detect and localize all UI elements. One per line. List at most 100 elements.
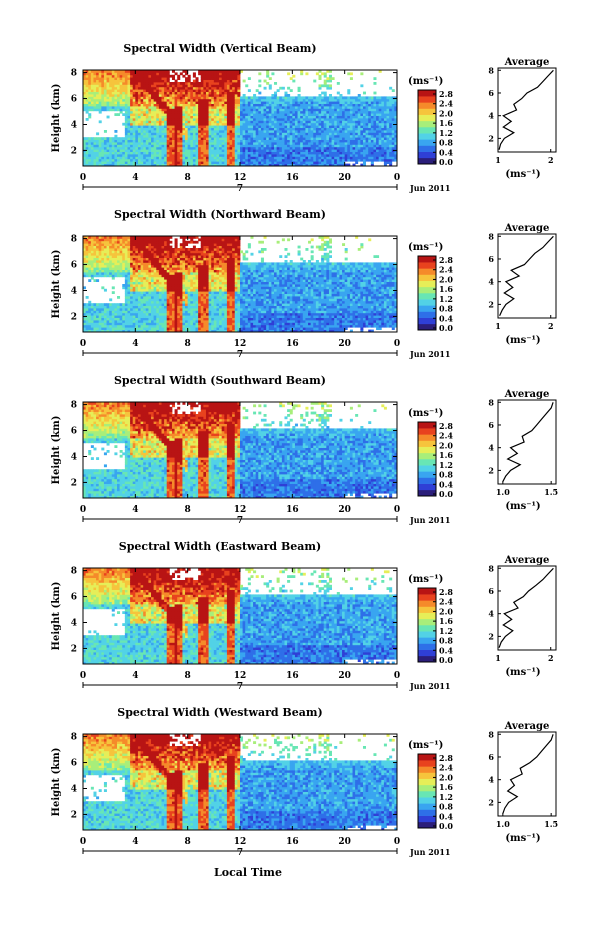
heatmap-cell	[190, 146, 194, 150]
heatmap-cell	[98, 248, 102, 251]
heatmap-cell	[161, 98, 165, 102]
heatmap-cell	[240, 139, 244, 143]
heatmap-cell	[276, 118, 280, 121]
colorbar-swatch	[418, 90, 436, 97]
heatmap-cell	[143, 115, 147, 119]
heatmap-cell	[96, 329, 100, 333]
heatmap-cell	[140, 305, 144, 309]
heatmap-cell	[226, 130, 230, 133]
heatmap-cell	[88, 151, 92, 155]
heatmap-cell	[114, 96, 118, 100]
heatmap-cell	[169, 106, 173, 109]
heatmap-cell	[103, 324, 107, 328]
heatmap-cell	[260, 120, 264, 124]
heatmap-cell	[245, 163, 249, 167]
heatmap-cell	[182, 106, 186, 109]
heatmap-cell	[114, 82, 118, 85]
heatmap-cell	[96, 255, 100, 258]
heatmap-cell	[323, 98, 327, 102]
heatmap-cell	[321, 154, 325, 157]
heatmap-cell	[153, 101, 157, 104]
heatmap-cell	[263, 158, 267, 162]
heatmap-cell	[117, 94, 121, 97]
heatmap-cell	[164, 113, 168, 116]
heatmap-cell	[284, 108, 288, 112]
heatmap-cell	[106, 255, 110, 258]
heatmap-cell	[140, 163, 144, 167]
heatmap-cell	[198, 158, 202, 162]
heatmap-cell	[130, 288, 134, 292]
heatmap-cell	[240, 108, 244, 112]
heatmap-cell	[90, 243, 94, 246]
heatmap-cell	[109, 274, 113, 278]
heatmap-cell	[169, 137, 173, 140]
heatmap-cell	[336, 115, 340, 119]
heatmap-cell	[83, 324, 87, 328]
heatmap-cell	[378, 156, 382, 160]
heatmap-cell	[352, 134, 356, 138]
heatmap-cell	[88, 274, 92, 278]
heatmap-cell	[135, 312, 139, 316]
heatmap-cell	[83, 82, 87, 85]
heatmap-cell	[224, 101, 228, 104]
heatmap-cell	[344, 130, 348, 133]
heatmap-cell	[281, 120, 285, 124]
heatmap-cell	[109, 248, 113, 251]
colorbar-swatch	[418, 127, 436, 134]
heatmap-cell	[117, 329, 121, 333]
heatmap-cell	[355, 110, 359, 114]
heatmap-cell	[352, 156, 356, 160]
heatmap-cell	[145, 122, 149, 126]
heatmap-cell	[117, 315, 121, 318]
heatmap-cell	[198, 118, 202, 121]
heatmap-cell	[127, 264, 131, 268]
heatmap-cell	[294, 154, 298, 157]
heatmap-cell	[266, 101, 270, 104]
heatmap-cell	[93, 84, 97, 88]
heatmap-cell	[135, 276, 139, 280]
heatmap-cell	[347, 113, 351, 116]
heatmap-cell	[122, 255, 126, 258]
heatmap-cell	[224, 127, 228, 131]
heatmap-cell	[281, 101, 285, 104]
heatmap-cell	[297, 89, 301, 92]
heatmap-cell	[135, 269, 139, 273]
heatmap-cell	[336, 108, 340, 112]
heatmap-cell	[93, 79, 97, 83]
heatmap-cell	[101, 154, 105, 157]
heatmap-cell	[349, 101, 353, 104]
heatmap-cell	[287, 139, 291, 143]
heatmap-cell	[93, 262, 97, 266]
heatmap-cell	[90, 149, 94, 152]
heatmap-cell	[336, 142, 340, 145]
heatmap-cell	[247, 77, 251, 80]
heatmap-cell	[177, 103, 181, 107]
heatmap-cell	[240, 149, 244, 152]
heatmap-cell	[300, 134, 304, 138]
heatmap-cell	[365, 142, 369, 145]
heatmap-cell	[85, 70, 89, 73]
heatmap-cell	[135, 120, 139, 124]
heatmap-cell	[339, 163, 343, 167]
heatmap-cell	[394, 158, 398, 162]
heatmap-cell	[151, 132, 155, 136]
heatmap-cell	[326, 106, 330, 109]
heatmap-cell	[148, 238, 152, 242]
heatmap-cell	[106, 262, 110, 266]
heatmap-cell	[318, 118, 322, 121]
heatmap-cell	[114, 103, 118, 107]
heatmap-cell	[226, 122, 230, 126]
heatmap-cell	[355, 118, 359, 121]
heatmap-cell	[289, 113, 293, 116]
heatmap-cell	[140, 276, 144, 280]
heatmap-cell	[137, 120, 141, 124]
heatmap-cell	[331, 144, 335, 148]
heatmap-cell	[145, 281, 149, 285]
heatmap-cell	[219, 110, 223, 114]
heatmap-cell	[321, 115, 325, 119]
heatmap-cell	[98, 137, 102, 140]
heatmap-cell	[253, 132, 257, 136]
heatmap-cell	[391, 120, 395, 124]
heatmap-cell	[114, 86, 118, 90]
heatmap-cell	[135, 96, 139, 100]
